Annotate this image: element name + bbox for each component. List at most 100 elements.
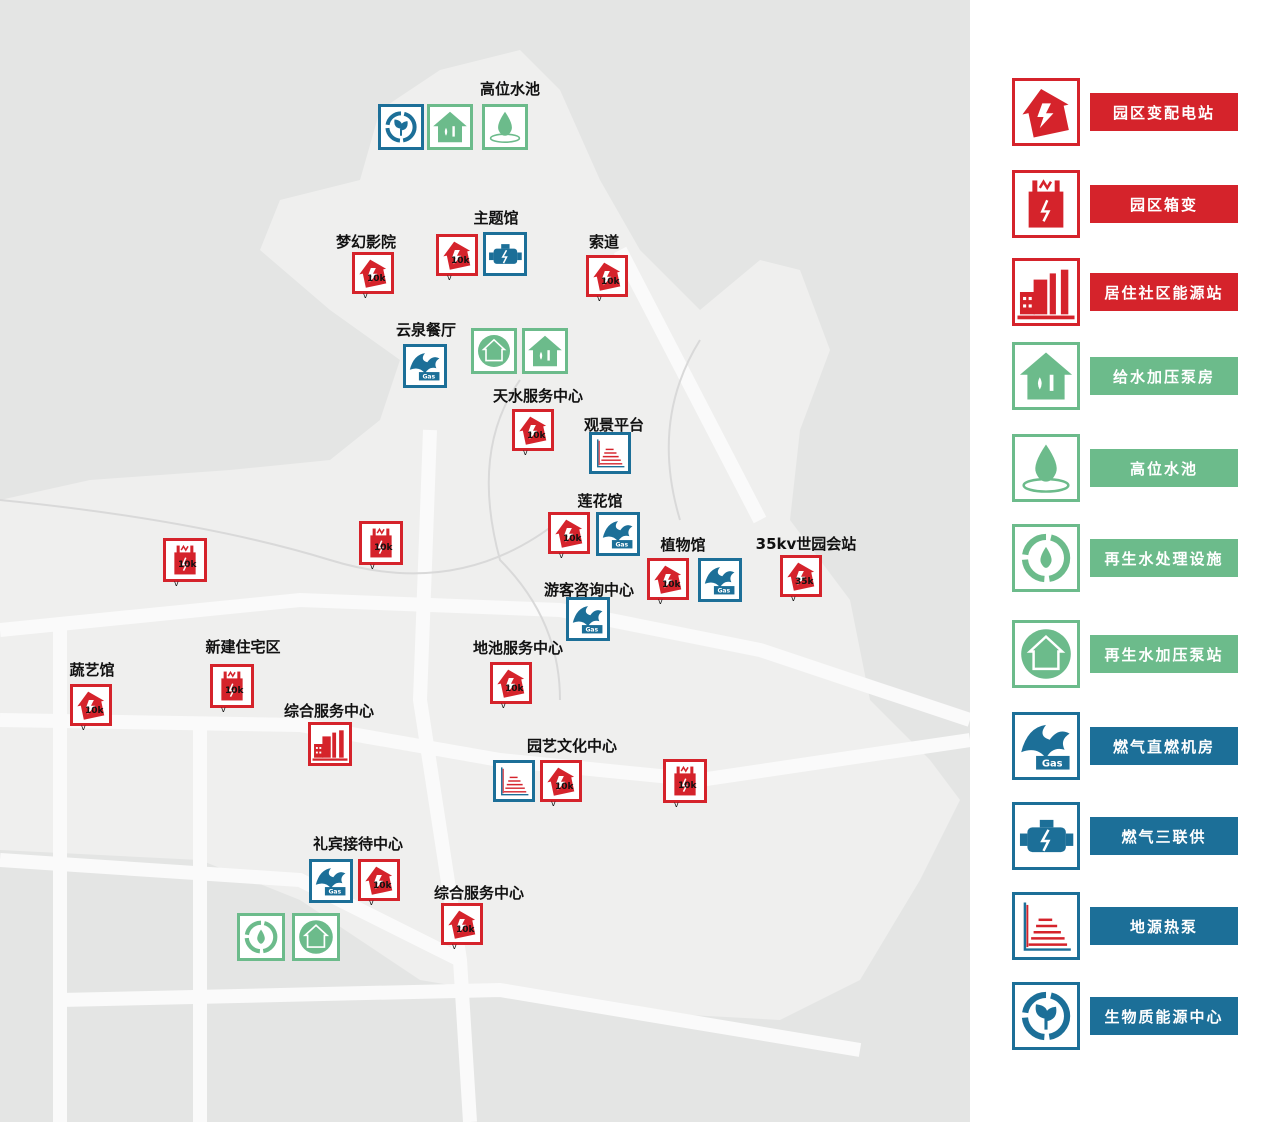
facility-marker-substation[interactable]: 35k v bbox=[780, 555, 822, 603]
biomass-icon bbox=[1021, 991, 1071, 1041]
site-label: 云泉餐厅 bbox=[395, 321, 457, 339]
voltage-rating: 10k bbox=[662, 580, 681, 590]
reclaimed-water-icon bbox=[1021, 533, 1071, 583]
legend-item-reclaimed-water: 再生水处理设施 bbox=[1012, 524, 1242, 594]
site-label: 蔬艺馆 bbox=[69, 661, 115, 679]
site-label: 梦幻影院 bbox=[335, 233, 397, 251]
voltage-unit: v bbox=[674, 800, 679, 809]
facility-marker-gas-boiler[interactable]: Gas bbox=[309, 859, 353, 903]
facility-marker-substation[interactable]: 10k v bbox=[70, 684, 112, 732]
box-transformer-icon bbox=[674, 765, 696, 796]
legend-icon bbox=[1012, 258, 1080, 326]
svg-text:Gas: Gas bbox=[717, 588, 730, 595]
facility-marker-substation[interactable]: 10k v bbox=[490, 662, 532, 710]
facility-marker-substation[interactable]: 10k v bbox=[512, 409, 554, 457]
facility-marker-reclaimed-pump[interactable] bbox=[292, 913, 340, 961]
facility-marker-substation[interactable]: 10k v bbox=[548, 512, 590, 560]
facility-marker-substation[interactable]: 10k v bbox=[358, 859, 400, 907]
substation-icon bbox=[77, 691, 105, 720]
voltage-rating: 10k bbox=[555, 782, 574, 792]
voltage-rating: 10k bbox=[678, 781, 697, 791]
legend-icon bbox=[1012, 892, 1080, 960]
substation-icon bbox=[448, 910, 476, 939]
site-label: 天水服务中心 bbox=[492, 387, 584, 405]
voltage-rating: 10k bbox=[505, 684, 524, 694]
voltage-rating: 10k bbox=[527, 431, 546, 441]
water-pump-icon bbox=[528, 335, 562, 367]
substation-icon bbox=[1022, 88, 1069, 138]
water-pump-icon bbox=[433, 111, 467, 143]
high-water-tank-icon bbox=[1022, 444, 1070, 493]
facility-marker-reclaimed-water[interactable] bbox=[237, 913, 285, 961]
voltage-rating: 10k bbox=[373, 881, 392, 891]
facility-marker-community-energy[interactable] bbox=[308, 722, 352, 766]
facility-marker-box-transformer[interactable]: 10k v bbox=[663, 759, 707, 809]
voltage-rating: 10k bbox=[601, 277, 620, 287]
legend-icon bbox=[1012, 524, 1080, 592]
gas-cchp-icon bbox=[1019, 819, 1074, 853]
facility-marker-substation[interactable]: 10k v bbox=[352, 252, 394, 300]
site-label: 地池服务中心 bbox=[472, 639, 564, 657]
legend-label: 高位水池 bbox=[1090, 449, 1238, 487]
box-transformer-icon bbox=[221, 670, 243, 701]
legend-label: 园区箱变 bbox=[1090, 185, 1238, 223]
substation-icon bbox=[519, 416, 547, 445]
voltage-unit: v bbox=[501, 701, 506, 710]
gas-cchp-icon bbox=[489, 244, 522, 264]
legend-icon bbox=[1012, 78, 1080, 146]
voltage-unit: v bbox=[174, 579, 179, 588]
facility-marker-ground-source[interactable] bbox=[589, 432, 631, 474]
substation-icon bbox=[497, 669, 525, 698]
facility-marker-high-water-tank[interactable] bbox=[482, 104, 528, 150]
facility-marker-gas-boiler[interactable]: Gas bbox=[596, 512, 640, 556]
substation-icon bbox=[359, 259, 387, 288]
legend-label: 园区变配电站 bbox=[1090, 93, 1238, 131]
facility-marker-substation[interactable]: 10k v bbox=[441, 903, 483, 951]
substation-icon bbox=[593, 262, 621, 291]
site-label: 索道 bbox=[588, 233, 620, 251]
voltage-rating: 10k bbox=[456, 925, 475, 935]
site-label: 园艺文化中心 bbox=[526, 737, 618, 755]
facility-marker-water-pump[interactable] bbox=[522, 328, 568, 374]
site-label: 植物馆 bbox=[660, 536, 706, 554]
voltage-unit: v bbox=[523, 448, 528, 457]
voltage-rating: 10k bbox=[374, 543, 393, 553]
facility-marker-gas-boiler[interactable]: Gas bbox=[698, 558, 742, 602]
svg-text:Gas: Gas bbox=[615, 542, 628, 549]
facility-marker-reclaimed-pump[interactable] bbox=[471, 328, 517, 374]
facility-marker-ground-source[interactable] bbox=[493, 760, 535, 802]
facility-marker-gas-boiler[interactable]: Gas bbox=[566, 597, 610, 641]
facility-marker-substation[interactable]: 10k v bbox=[436, 234, 478, 282]
voltage-unit: v bbox=[369, 898, 374, 907]
site-label: 礼宾接待中心 bbox=[312, 835, 404, 853]
legend-icon: Gas bbox=[1012, 712, 1080, 780]
facility-marker-box-transformer[interactable]: 10k v bbox=[210, 664, 254, 714]
site-label: 主题馆 bbox=[473, 209, 519, 227]
legend-label: 再生水加压泵站 bbox=[1090, 635, 1238, 673]
reclaimed-water-icon bbox=[244, 920, 278, 954]
facility-marker-box-transformer[interactable]: 10k v bbox=[163, 538, 207, 588]
facility-marker-water-pump[interactable] bbox=[427, 104, 473, 150]
legend-item-gas-cchp: 燃气三联供 bbox=[1012, 802, 1242, 872]
ground-source-icon bbox=[501, 767, 529, 796]
svg-text:Gas: Gas bbox=[1042, 758, 1063, 769]
facility-marker-box-transformer[interactable]: 10k v bbox=[359, 521, 403, 571]
facility-marker-substation[interactable]: 10k v bbox=[540, 760, 582, 808]
voltage-rating: 10k bbox=[178, 560, 197, 570]
gas-boiler-icon: Gas bbox=[1021, 724, 1070, 770]
gas-boiler-icon: Gas bbox=[409, 353, 440, 381]
gas-boiler-icon: Gas bbox=[315, 868, 346, 896]
legend-icon bbox=[1012, 342, 1080, 410]
voltage-unit: v bbox=[221, 705, 226, 714]
facility-marker-gas-cchp[interactable] bbox=[483, 232, 527, 276]
voltage-unit: v bbox=[363, 291, 368, 300]
legend-label: 燃气直燃机房 bbox=[1090, 727, 1238, 765]
facility-marker-substation[interactable]: 10k v bbox=[647, 558, 689, 606]
substation-icon bbox=[365, 866, 393, 895]
facility-marker-gas-boiler[interactable]: Gas bbox=[403, 344, 447, 388]
substation-icon bbox=[654, 565, 682, 594]
legend-label: 居住社区能源站 bbox=[1090, 273, 1238, 311]
facility-marker-substation[interactable]: 10k v bbox=[586, 255, 628, 303]
voltage-rating: 10k bbox=[451, 256, 470, 266]
facility-marker-biomass[interactable] bbox=[378, 104, 424, 150]
